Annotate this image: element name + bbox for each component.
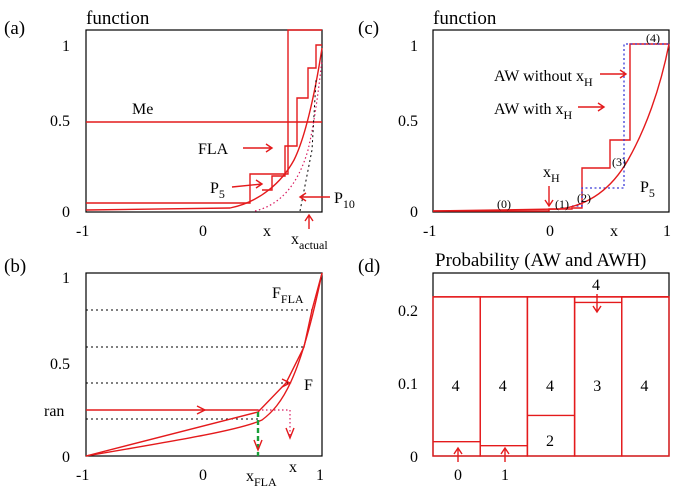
bar-label-4: 4 <box>640 378 648 395</box>
panel-a-p5-arrow <box>231 179 264 189</box>
panel-c-xtick-0: 0 <box>546 223 554 240</box>
panel-b-f-label: F <box>304 377 313 394</box>
panel-c-step3: (3) <box>612 155 626 169</box>
panel-c-p5-curve <box>432 43 670 212</box>
panel-a-fla-label: FLA <box>198 141 229 158</box>
panel-b-xtick-0: 0 <box>199 467 207 484</box>
panel-c-tag: (c) <box>358 18 379 39</box>
bar-label-2: 4 <box>546 378 554 395</box>
panel-b-xtick-1: 1 <box>316 467 324 484</box>
panel-c-xtick-1: 1 <box>663 223 671 240</box>
panel-c-p5-label: P5 <box>640 179 655 200</box>
panel-c-aw-without-label: AW without xH <box>494 68 593 89</box>
inner-label-2: 2 <box>546 433 554 450</box>
panel-b-tag: (b) <box>4 256 26 277</box>
panel-a-ytick-1: 1 <box>62 38 70 55</box>
panel-d-arrow-0 <box>453 446 463 462</box>
panel-c-aw-without-xh <box>572 43 669 207</box>
panel-a-smooth-curve <box>85 47 323 211</box>
panel-b-ytick-05: 0.5 <box>50 356 70 373</box>
panel-a-ytick-05: 0.5 <box>50 113 70 130</box>
panel-b-ffla-curve <box>85 272 323 457</box>
panel-b-f-mark <box>281 378 292 388</box>
panel-c-xtick-x: x <box>610 223 618 240</box>
panel-b-xfla-arrowhead <box>253 439 263 452</box>
panel-c-xh-arrow <box>544 186 554 208</box>
panel-b-xtick-xfla: xFLA <box>246 468 277 486</box>
panel-b-frame <box>85 272 323 457</box>
panel-b-ffla-label: FFLA <box>272 285 304 306</box>
panel-d-tag: (d) <box>358 256 380 277</box>
panel-a-frame <box>85 29 323 213</box>
panel-a-xactual-arrow <box>304 213 314 229</box>
panel-b: (b) 0 ran 0.5 1 -1 0 xFLA x 1 FFLA F <box>4 256 324 486</box>
panel-d-ytick-0: 0 <box>410 449 418 466</box>
panel-a-tag: (a) <box>4 18 25 39</box>
bar-label-0: 4 <box>452 378 460 395</box>
panel-a-fla-step <box>262 44 322 191</box>
panel-c-xtick-neg1: -1 <box>423 223 436 240</box>
panel-c-step4: (4) <box>646 31 660 45</box>
panel-a-xtick-neg1: -1 <box>76 223 89 240</box>
panel-c-aw-with-label: AW with xH <box>494 101 573 122</box>
panel-a-title: function <box>86 8 150 29</box>
panel-d-top-arrow <box>592 294 602 314</box>
panel-b-ytick-1: 1 <box>62 270 70 287</box>
panel-c-step2: (2) <box>577 191 591 205</box>
panel-d: (d) Probability (AW and AWH) 0 0.1 0.2 4… <box>358 250 670 484</box>
panel-b-ytick-ran: ran <box>44 403 64 420</box>
panel-b-ran-dotted <box>258 409 291 438</box>
panel-b-xtick-neg1: -1 <box>76 467 89 484</box>
panel-d-ytick-02: 0.2 <box>398 303 418 320</box>
panel-a-xtick-0: 0 <box>199 223 207 240</box>
panel-b-ytick-0: 0 <box>62 449 70 466</box>
panel-a-me-label: Me <box>132 101 153 118</box>
panel-a-p5-label: P5 <box>210 180 225 201</box>
panel-a-p10-arrow <box>298 192 330 202</box>
panel-c-aw-without-arrow <box>600 69 628 79</box>
aw-bar-0 <box>432 296 481 457</box>
panel-c-title: function <box>433 8 497 29</box>
panel-c: (c) function 0 0.5 1 -1 0 x 1 (0) (1) (2… <box>358 8 671 240</box>
panel-c-xh-label: xH <box>543 164 560 185</box>
panel-d-title: Probability (AW and AWH) <box>435 250 646 271</box>
panel-c-ytick-05: 0.5 <box>398 113 418 130</box>
panel-c-ytick-0: 0 <box>410 204 418 221</box>
panel-d-bars: 4 4 4 2 3 4 <box>432 296 670 457</box>
aw-bar-4 <box>621 296 670 457</box>
aw-bar-1 <box>479 296 529 457</box>
panel-a-p10-curve <box>254 59 323 212</box>
panel-a-ytick-0: 0 <box>62 204 70 221</box>
panel-a-xtick-x: x <box>263 223 271 240</box>
panel-b-x-arrowhead <box>285 427 295 440</box>
bar-label-3: 3 <box>593 378 601 395</box>
panel-d-xtick-1: 1 <box>501 467 509 484</box>
panel-c-aw-with-arrow <box>578 102 606 112</box>
aw-bar-3 <box>573 296 623 457</box>
panel-c-step1: (1) <box>555 197 569 211</box>
panel-d-xtick-0: 0 <box>454 467 462 484</box>
panel-a: (a) function 0 0.5 1 -1 0 x xactual Me F… <box>4 8 355 252</box>
panel-c-ytick-1: 1 <box>410 38 418 55</box>
panel-c-frame <box>432 29 670 213</box>
panel-b-xtick-x: x <box>289 459 297 476</box>
bar-label-1: 4 <box>499 378 507 395</box>
panel-d-frame <box>432 272 670 457</box>
panel-a-xtick-xactual: xactual <box>291 231 328 252</box>
panel-c-step0: (0) <box>497 197 511 211</box>
panel-b-ran-arrowhead <box>196 405 207 415</box>
panel-a-p5-step <box>86 29 322 204</box>
panel-d-ytick-01: 0.1 <box>398 376 418 393</box>
panel-d-arrow-1 <box>500 446 510 462</box>
panel-a-fla-arrow <box>243 143 274 153</box>
panel-d-top-label: 4 <box>592 277 600 294</box>
panel-b-f-curve <box>85 272 323 457</box>
panel-a-p10-label: P10 <box>334 190 355 211</box>
panel-a-dotted-guide <box>299 79 317 212</box>
